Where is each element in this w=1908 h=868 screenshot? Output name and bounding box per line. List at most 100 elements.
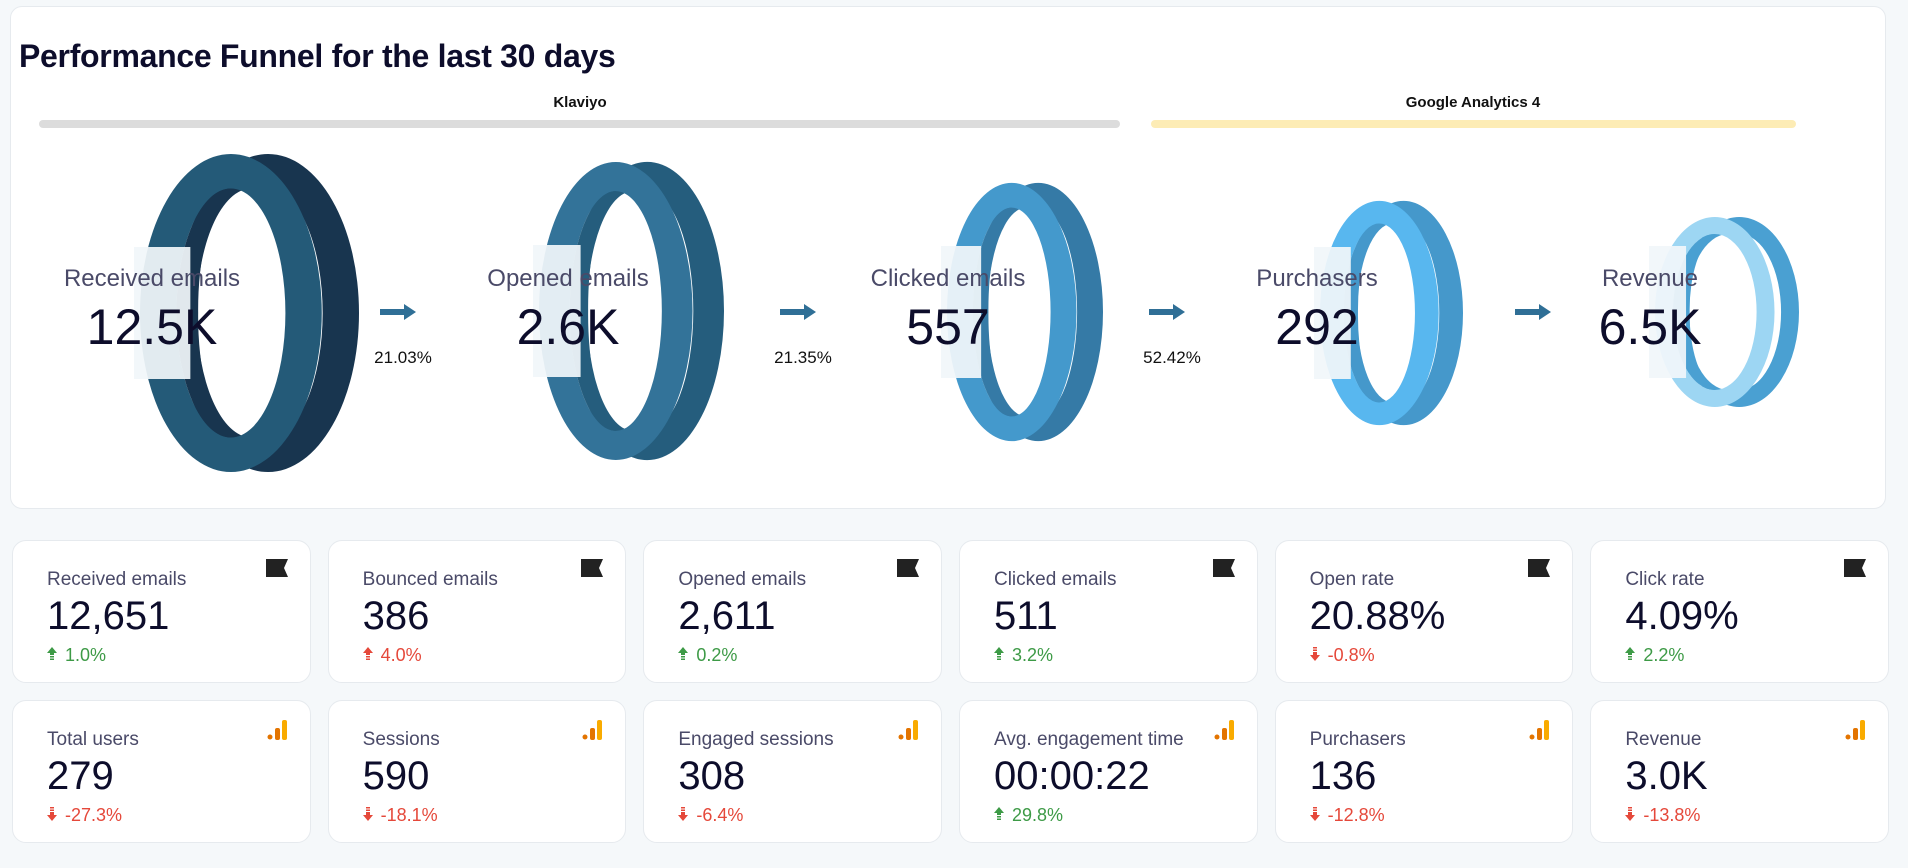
metric-delta: 4.0% (362, 645, 592, 666)
klaviyo-flag-icon (1528, 559, 1551, 581)
metric-card: Avg. engagement time 00:00:22 29.8% (958, 700, 1258, 843)
ring-front (140, 154, 322, 472)
metric-label: Clicked emails (993, 569, 1117, 590)
arrow-up-icon (362, 645, 373, 666)
metric-value: 136 (1309, 754, 1377, 798)
ring-inner-shade (1343, 223, 1380, 403)
metric-delta-value: 29.8% (1011, 805, 1064, 825)
google-analytics-icon (1528, 719, 1550, 741)
metric-card: Sessions 590 -18.1% (327, 700, 627, 843)
metric-card: Revenue 3.0K -13.8% (1590, 700, 1889, 843)
funnel-stage-label: Revenue (1601, 265, 1699, 292)
source-label-klaviyo: Klaviyo (553, 94, 607, 111)
metric-delta: 2.2% (1625, 645, 1854, 666)
funnel-stage-value: 557 (906, 299, 990, 355)
google-analytics-icon (581, 719, 603, 741)
metric-value: 00:00:22 (993, 754, 1150, 798)
metric-label: Engaged sessions (678, 729, 834, 750)
metric-label: Revenue (1625, 729, 1702, 750)
conversion-rate: 21.03% (374, 348, 432, 367)
google-analytics-icon (1213, 719, 1235, 741)
metric-delta: -13.8% (1625, 805, 1854, 826)
ring-inner-shade (972, 207, 1012, 417)
label-band (1649, 246, 1687, 378)
arrow-down-icon (678, 805, 689, 826)
arrow-up-icon (47, 645, 57, 666)
arrow-up-icon (1625, 645, 1636, 666)
metric-label: Sessions (362, 729, 440, 750)
ring-inner-shade (569, 191, 616, 431)
klaviyo-flag-icon (896, 559, 919, 581)
arrow-down-icon (47, 805, 57, 826)
funnel-stage-value: 2.6K (516, 299, 620, 355)
ring-front (539, 162, 693, 460)
metric-label: Total users (47, 729, 139, 750)
google-analytics-icon (897, 719, 919, 741)
metric-delta: 0.2% (678, 645, 907, 666)
metric-card: Clicked emails 511 3.2% (958, 540, 1258, 683)
metric-card: Purchasers 136 -12.8% (1274, 700, 1574, 843)
conversion-rate: 52.42% (1143, 348, 1201, 367)
metric-delta-value: -6.4% (696, 805, 744, 825)
label-band (533, 245, 581, 377)
conversion-rate: 21.35% (774, 348, 832, 367)
funnel-stage-label: Purchasers (1256, 265, 1378, 292)
arrow-up-icon (993, 645, 1004, 666)
arrow-right-icon (780, 304, 816, 320)
funnel-stage-value: 12.5K (86, 299, 218, 355)
metric-delta-value: 3.2% (1011, 645, 1054, 665)
arrow-down-icon (362, 805, 373, 826)
klaviyo-flag-icon (581, 559, 604, 581)
source-label-ga4: Google Analytics 4 (1405, 94, 1541, 111)
metric-value: 308 (678, 754, 746, 798)
metric-label: Purchasers (1309, 729, 1406, 750)
metric-delta: -18.1% (362, 805, 592, 826)
label-band (941, 246, 982, 378)
metric-card: Engaged sessions 308 -6.4% (643, 700, 942, 843)
metric-value: 2,611 (678, 594, 776, 638)
arrow-down-icon (1309, 645, 1320, 666)
metric-delta: -6.4% (678, 805, 907, 826)
metric-delta-value: -13.8% (1643, 805, 1701, 825)
metric-value: 386 (362, 594, 430, 638)
klaviyo-flag-icon (265, 559, 288, 581)
metric-cards: Received emails 12,651 1.0% Bounced emai… (12, 540, 1889, 843)
metric-card: Open rate 20.88% -0.8% (1274, 540, 1574, 683)
metric-label: Click rate (1625, 569, 1705, 590)
metric-label: Bounced emails (362, 569, 498, 590)
metric-value: 511 (993, 594, 1058, 638)
metric-value: 4.09% (1625, 594, 1739, 638)
metric-value: 12,651 (47, 594, 170, 638)
page-title: Performance Funnel for the last 30 days (19, 38, 616, 74)
klaviyo-flag-icon (1843, 559, 1866, 581)
metric-card: Click rate 4.09% 2.2% (1590, 540, 1889, 683)
metric-delta-value: 4.0% (380, 645, 422, 665)
metric-delta: 3.2% (993, 645, 1223, 666)
metric-card: Opened emails 2,611 0.2% (643, 540, 942, 683)
label-band (1314, 247, 1351, 379)
funnel-stage-label: Clicked emails (870, 265, 1026, 292)
metric-card: Bounced emails 386 4.0% (327, 540, 627, 683)
funnel-stage-value: 292 (1275, 299, 1359, 355)
metric-label: Opened emails (678, 569, 807, 590)
metric-delta-value: 0.2% (696, 645, 738, 665)
arrow-down-icon (1309, 805, 1320, 826)
metric-delta: -12.8% (1309, 805, 1539, 826)
metric-delta-value: -0.8% (1327, 645, 1375, 665)
arrow-right-icon (1149, 304, 1185, 320)
klaviyo-flag-icon (1212, 559, 1235, 581)
funnel-stage-label: Received emails (63, 265, 241, 292)
source-bar-klaviyo (39, 120, 1120, 128)
google-analytics-icon (1844, 719, 1866, 741)
ring-hole (1686, 234, 1771, 390)
metric-card: Received emails 12,651 1.0% (12, 540, 311, 683)
arrow-up-icon (678, 645, 689, 666)
metric-value: 590 (362, 754, 430, 798)
metric-delta-value: 1.0% (65, 645, 107, 665)
source-bar-ga4 (1151, 120, 1796, 128)
funnel-rings (134, 154, 1799, 472)
metric-delta-value: -18.1% (380, 805, 438, 825)
metric-delta-value: 2.2% (1643, 645, 1685, 665)
metric-card: Total users 279 -27.3% (12, 700, 311, 843)
metric-label: Avg. engagement time (993, 729, 1184, 750)
